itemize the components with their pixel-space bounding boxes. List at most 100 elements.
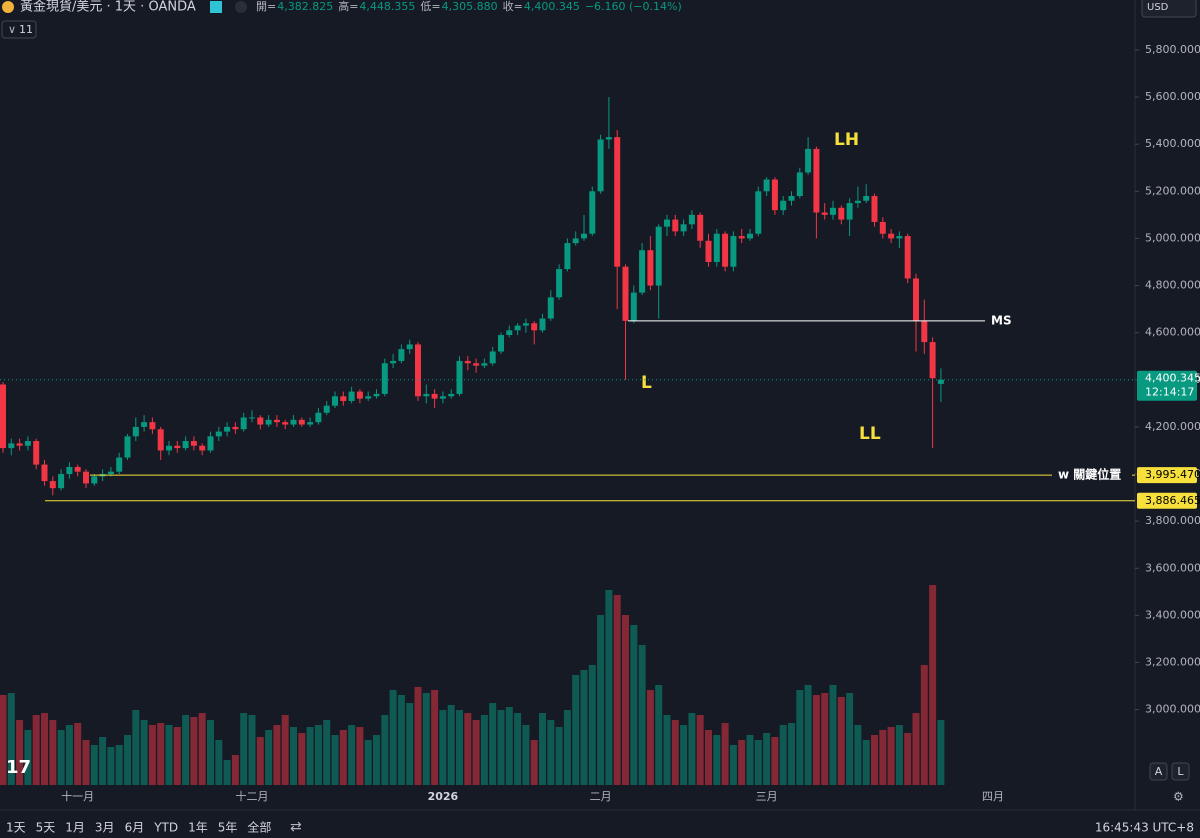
volume-bar [937,720,945,785]
candle-body [249,417,255,419]
volume-bar [895,725,903,785]
settings-icon[interactable]: ⚙ [1173,790,1184,804]
volume-bar [339,730,347,785]
candle-body [298,419,305,425]
range-button[interactable]: 6月 [125,821,145,835]
volume-bar [74,723,82,785]
candle-body [755,191,762,234]
volume-bar [389,690,397,785]
range-button[interactable]: YTD [153,821,178,835]
candle-body [8,443,15,449]
candle-body [49,481,56,489]
volume-bar [671,720,679,785]
candle-body [282,422,289,425]
range-button[interactable]: 1月 [65,821,85,835]
range-button[interactable]: 1天 [6,821,26,835]
goto-date-icon[interactable]: ⇄ [290,819,302,835]
y-tick-label: 5,600.000 [1145,90,1200,103]
volume-bar [124,735,131,785]
candle-body [539,318,546,331]
candle-body [763,179,770,192]
volume-bar [563,710,571,785]
candle-body [439,396,446,399]
candle-body [780,200,787,211]
volume-bar [588,665,596,785]
candle-body [796,172,803,197]
candle-body [215,431,222,437]
candle-body [921,320,928,343]
candle-body [738,236,745,239]
candle-body [456,360,463,394]
volume-bar [215,740,223,785]
volume-bar [223,760,231,785]
legend-label: 低= [420,0,440,13]
y-tick-label: 4,200.000 [1145,420,1200,433]
volume-bar [505,707,513,785]
candle-body [713,233,720,262]
candle-body [896,236,903,239]
candle-body [199,445,206,451]
candle-body [257,417,264,425]
plot [0,97,945,785]
range-button[interactable]: 1年 [188,821,208,835]
currency: USD [1147,2,1169,13]
volume-bar [912,713,920,785]
candle-body [141,422,148,427]
annotation: LL [859,424,881,444]
volume-bar [696,715,704,785]
range-button[interactable]: 3月 [95,821,115,835]
symbol-title: 黃金現貨/美元 · 1天 · OANDA [20,0,196,15]
level-box [1137,467,1197,484]
volume-bar [871,735,878,785]
volume-bar [663,715,671,785]
candle-body [879,221,886,234]
candle-body [747,233,753,239]
volume-bar [331,735,339,785]
indicator-toggle[interactable] [1,20,37,39]
y-tick-label: 3,600.000 [1145,561,1200,574]
candle-body [307,422,314,425]
candle-body [290,419,297,425]
legend-label: 開= [256,0,276,13]
candle-body [149,422,156,430]
candle-body [622,266,629,321]
volume-bar [638,645,646,785]
range-button[interactable]: 5年 [218,821,238,835]
legend-value: 4,400.345 [524,0,580,13]
volume-bar [729,745,737,785]
x-tick-label: 二月 [590,790,612,803]
scale-button[interactable] [1149,762,1168,781]
volume-bar [713,735,721,785]
candle-body [655,226,662,286]
candle-body [705,240,712,262]
range-button[interactable]: 全部 [247,820,271,835]
candle-body [190,441,197,446]
volume-bar [829,685,837,785]
legend-label: 高= [338,0,358,13]
x-tick-label: 2026 [428,790,459,803]
candle-body [398,349,405,361]
candle-body [464,360,471,364]
y-tick-label: 3,400.000 [1145,608,1200,621]
currency-button[interactable] [1141,0,1197,18]
range-button[interactable]: 5天 [36,821,56,835]
y-tick-label: 4,600.000 [1145,326,1200,339]
volume-bar [207,720,214,785]
scale-button[interactable] [1171,762,1190,781]
volume-bar [929,585,937,785]
candle-body [41,464,48,482]
volume-bar [373,735,380,785]
volume-bar [655,685,663,785]
volume-bar [920,665,928,785]
x-tick-label: 三月 [756,790,778,803]
candle-body [688,214,695,225]
candle-body [863,196,870,201]
candle-body [431,393,438,399]
volume-bar [904,733,912,785]
candle-body [207,436,214,451]
volume-bar [240,713,248,785]
volume-bar [422,693,430,785]
volume-bar [580,670,588,785]
volume-bar [497,710,505,785]
volume-bar [165,725,173,785]
